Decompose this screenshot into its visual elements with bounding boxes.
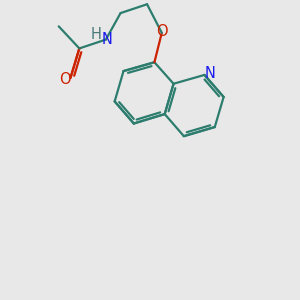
Text: H: H xyxy=(91,27,102,42)
Text: O: O xyxy=(59,72,71,87)
Text: N: N xyxy=(101,32,112,47)
Text: N: N xyxy=(204,66,215,81)
Text: O: O xyxy=(156,24,168,39)
